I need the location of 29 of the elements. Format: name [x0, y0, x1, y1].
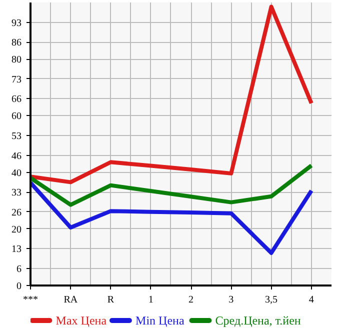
x-tick-label: 1 — [148, 294, 154, 306]
y-tick-label: 20 — [12, 224, 22, 236]
y-tick-label: 6 — [16, 264, 22, 276]
legend-label: Сред.Цена, т.йен — [215, 314, 302, 328]
y-tick-label: 40 — [12, 168, 22, 179]
y-tick-label: 80 — [12, 54, 22, 66]
line-series — [30, 180, 314, 255]
legend-label: Max Цена — [56, 314, 108, 328]
y-tick-label: 60 — [12, 111, 22, 122]
y-tick-label: 0 — [16, 281, 22, 292]
y-tick-label: 33 — [12, 188, 22, 199]
y-tick-label: 86 — [12, 38, 22, 49]
y-tick-label: 46 — [12, 150, 22, 162]
y-tick-label: 26 — [12, 207, 22, 218]
x-tick-label: 3,5 — [265, 294, 278, 306]
y-tick-label: 73 — [12, 74, 22, 86]
x-tick-label: 2 — [188, 294, 194, 306]
y-tick-label: 66 — [12, 94, 22, 106]
x-tick-label: RA — [64, 294, 78, 306]
x-tick-label: 3 — [228, 294, 234, 306]
y-tick-label: 93 — [12, 18, 22, 29]
x-tick-label: R — [107, 294, 114, 306]
x-tick-label: *** — [23, 294, 38, 306]
y-tick-label: 53 — [12, 131, 22, 142]
line-series — [30, 4, 314, 184]
x-tick-label: 4 — [308, 294, 314, 306]
y-tick-label: 13 — [12, 244, 22, 256]
legend-label: Min Цена — [136, 314, 185, 328]
line-series — [30, 164, 314, 207]
